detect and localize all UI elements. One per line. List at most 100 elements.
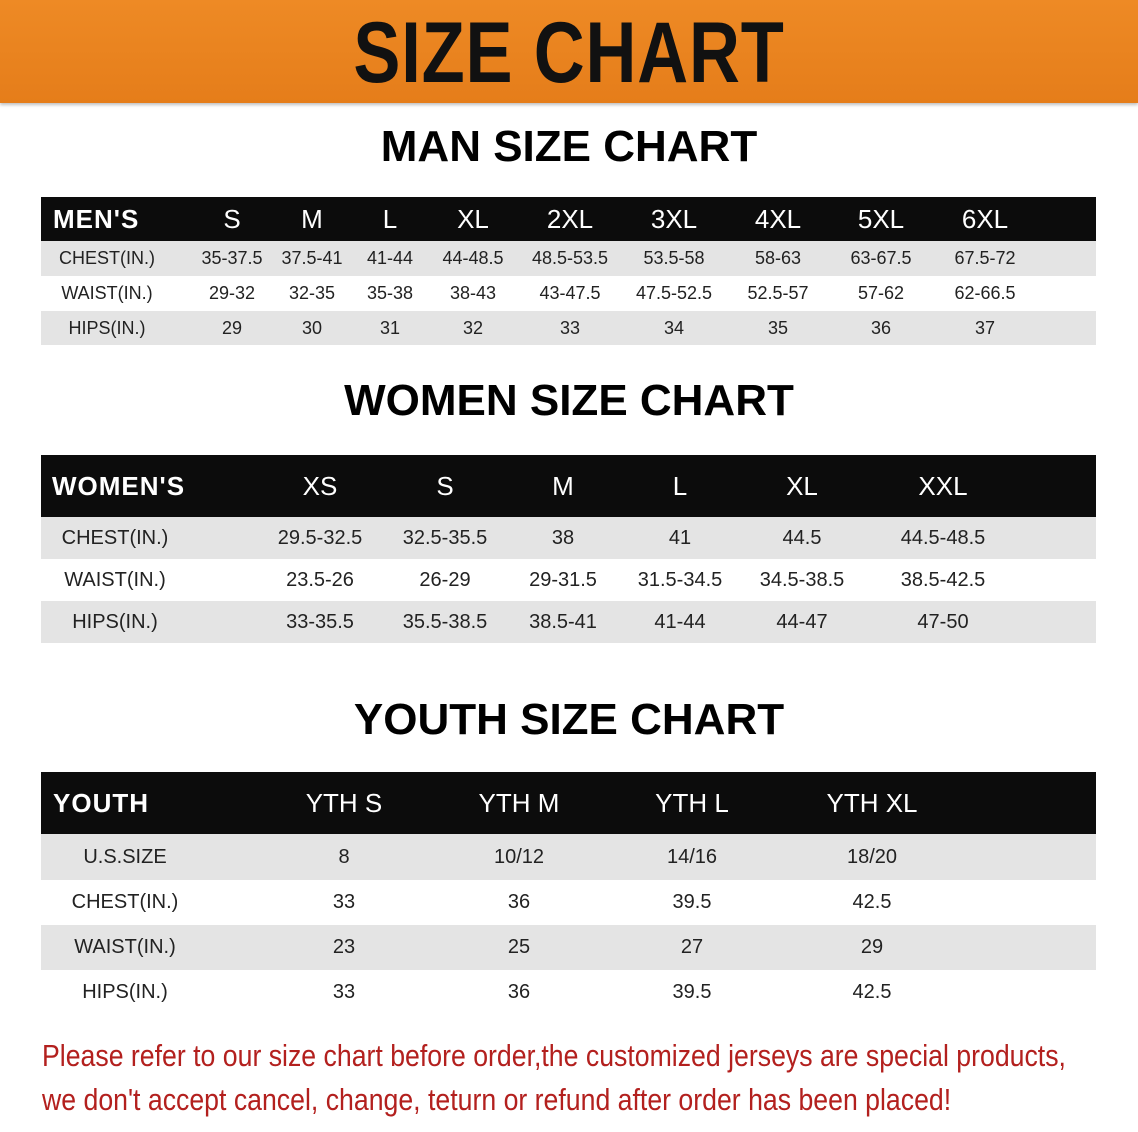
table-row: CHEST(IN.) 35-37.5 37.5-41 41-44 44-48.5 48.5… [41,241,1096,276]
measurement-value: 53.5-58 [643,248,705,268]
measurement-label: WAIST(IN.) [74,936,176,958]
measurement-label: WAIST(IN.) [61,283,153,303]
table-row: CHEST(IN.) 33 36 39.5 42.5 [41,880,1096,925]
measurement-value: 33 [559,317,581,338]
measurement-value: 38 [551,526,575,549]
measurement-value: 38.5-41 [529,610,597,633]
table-row: WAIST(IN.) 23.5-26 26-29 29-31.5 31.5-34.5 34… [41,559,1096,601]
table-row: WAIST(IN.) 23 25 27 29 [41,925,1096,970]
measurement-value: 38.5-42.5 [900,568,986,591]
size-chart-banner: SIZE CHART [0,0,1138,103]
measurement-label: HIPS(IN.) [68,317,146,338]
measurement-value: 33 [332,981,356,1003]
size-header: YTH L [655,787,729,818]
measurement-value: 39.5 [672,891,712,913]
measurement-value: 27 [680,936,704,958]
measurement-value: 34.5-38.5 [759,568,845,591]
size-header: S [223,203,241,234]
measurement-value: 41-44 [366,248,414,268]
measurement-label: HIPS(IN.) [72,610,158,633]
measurement-value: 37 [974,317,996,338]
size-header: 3XL [650,203,698,234]
measurement-label: CHEST(IN.) [71,891,179,913]
men-table-label: MEN'S [53,203,140,234]
measurement-value: 36 [507,981,531,1003]
measurement-value: 42.5 [852,981,892,1003]
size-header: YTH XL [826,787,918,818]
measurement-value: 25 [507,936,531,958]
measurement-value: 35-37.5 [201,248,263,268]
size-header: 6XL [961,203,1009,234]
measurement-value: 29 [221,317,243,338]
youth-size-table: YOUTH YTH S YTH M YTH L YTH XL U.S.SIZE 8 10/12… [41,772,1096,1015]
size-header: M [301,203,323,234]
measurement-value: 48.5-53.5 [531,248,609,268]
table-row: HIPS(IN.) 33-35.5 35.5-38.5 38.5-41 41-44 44-… [41,601,1096,643]
table-row: U.S.SIZE 8 10/12 14/16 18/20 [41,834,1096,880]
measurement-value: 37.5-41 [281,248,343,268]
measurement-value: 29-32 [208,283,256,303]
measurement-value: 35.5-38.5 [402,610,488,633]
men-header-row: MEN'S S M L XL 2XL 3XL 4XL 5XL 6XL [41,197,1096,241]
size-header: 4XL [754,203,802,234]
measurement-label: CHEST(IN.) [61,526,169,549]
measurement-value: 18/20 [846,845,898,868]
measurement-value: 34 [663,317,685,338]
measurement-value: 58-63 [754,248,802,268]
size-header: XXL [918,470,968,501]
measurement-value: 26-29 [419,568,471,591]
measurement-value: 63-67.5 [850,248,912,268]
women-size-table: WOMEN'S XS S M L XL XXL CHEST(IN.) 29.5-32.5 32.5… [41,455,1096,643]
measurement-value: 44-47 [776,610,828,633]
size-header: YTH M [478,787,560,818]
size-header: YTH S [305,787,383,818]
measurement-value: 44.5-48.5 [900,526,986,549]
measurement-value: 30 [301,317,323,338]
measurement-value: 33-35.5 [286,610,354,633]
table-row: HIPS(IN.) 33 36 39.5 42.5 [41,970,1096,1015]
table-row: CHEST(IN.) 29.5-32.5 32.5-35.5 38 41 44.5 44.5… [41,517,1096,559]
measurement-value: 52.5-57 [747,283,809,303]
measurement-value: 29.5-32.5 [277,526,363,549]
youth-table-label: YOUTH [53,787,149,818]
measurement-value: 32-35 [288,283,336,303]
measurement-value: 44-48.5 [442,248,504,268]
measurement-label: WAIST(IN.) [64,568,166,591]
measurement-label: HIPS(IN.) [82,981,168,1003]
size-header: M [552,470,574,501]
measurement-value: 47-50 [917,610,969,633]
size-header: XS [302,470,338,501]
table-row: WAIST(IN.) 29-32 32-35 35-38 38-43 43-47.5 47.… [41,276,1096,311]
measurement-value: 38-43 [449,283,497,303]
measurement-value: 32.5-35.5 [402,526,488,549]
size-header: XL [457,203,489,234]
measurement-value: 44.5 [782,526,822,549]
size-header: XL [786,470,818,501]
measurement-value: 29 [860,936,884,958]
size-header: L [672,470,688,501]
measurement-value: 29-31.5 [529,568,597,591]
measurement-value: 36 [870,317,892,338]
measurement-value: 14/16 [666,845,718,868]
measurement-label: CHEST(IN.) [59,248,155,268]
measurement-value: 35 [767,317,789,338]
measurement-value: 39.5 [672,981,712,1003]
measurement-value: 36 [507,891,531,913]
measurement-value: 31 [379,317,401,338]
measurement-value: 23.5-26 [286,568,354,591]
notice-line-1: Please refer to our size chart before or… [42,1038,1066,1073]
measurement-value: 23 [332,936,356,958]
men-size-table: MEN'S S M L XL 2XL 3XL 4XL 5XL 6XL CHEST(IN.) 35-37… [41,197,1096,345]
banner-title: SIZE CHART [353,5,785,101]
women-table-label: WOMEN'S [52,470,186,501]
notice-line-2: we don't accept cancel, change, teturn o… [42,1082,952,1117]
measurement-value: 47.5-52.5 [635,283,713,303]
measurement-value: 33 [332,891,356,913]
size-header: 2XL [546,203,594,234]
measurement-value: 35-38 [366,283,414,303]
measurement-value: 41-44 [654,610,706,633]
table-row: HIPS(IN.) 29 30 31 32 33 34 35 36 37 [41,311,1096,345]
men-section-title: MAN SIZE CHART [380,122,758,171]
measurement-value: 41 [668,526,692,549]
youth-section-title: YOUTH SIZE CHART [353,695,785,744]
